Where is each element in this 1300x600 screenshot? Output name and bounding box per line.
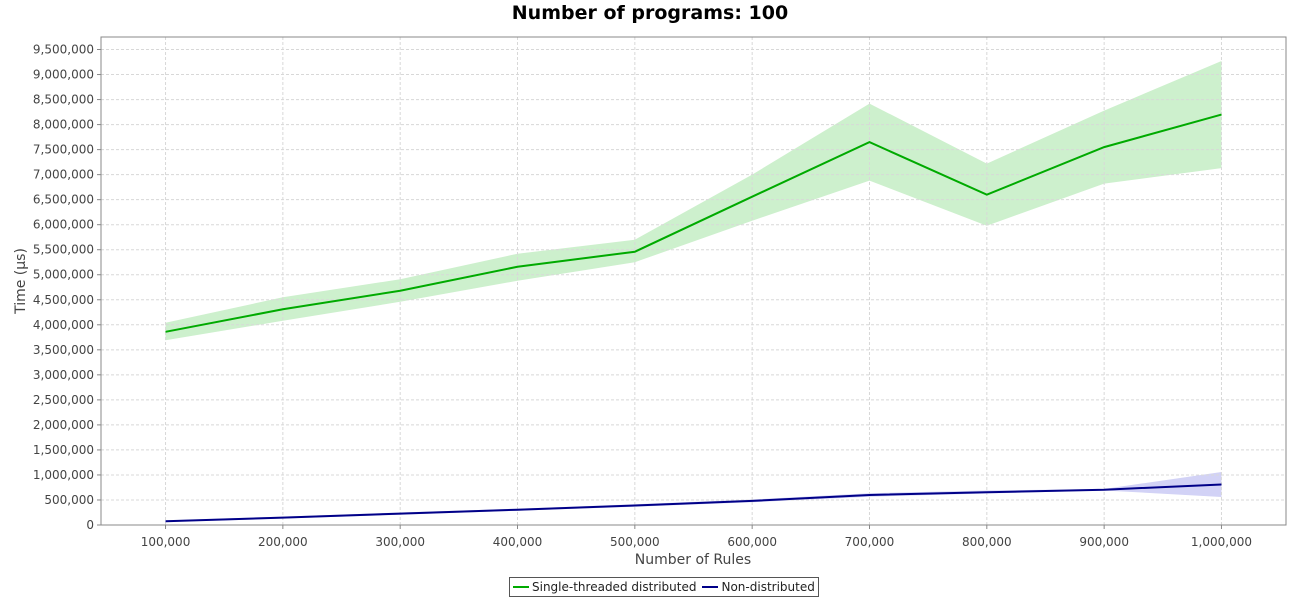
y-tick-label: 2,000,000 <box>33 418 94 432</box>
legend-label-non-distributed: Non-distributed <box>721 580 815 594</box>
x-tick-label: 400,000 <box>493 535 543 549</box>
x-tick-label: 200,000 <box>258 535 308 549</box>
y-tick-label: 8,000,000 <box>33 118 94 132</box>
x-tick-label: 500,000 <box>610 535 660 549</box>
y-tick-label: 2,500,000 <box>33 393 94 407</box>
y-tick-label: 7,500,000 <box>33 143 94 157</box>
y-tick-label: 5,500,000 <box>33 243 94 257</box>
y-tick-label: 7,000,000 <box>33 168 94 182</box>
y-tick-label: 8,500,000 <box>33 93 94 107</box>
lines-layer <box>165 113 1222 523</box>
bands-layer <box>165 61 1222 522</box>
y-tick-label: 6,500,000 <box>33 193 94 207</box>
series-line-1 <box>165 483 1222 523</box>
x-tick-label: 300,000 <box>375 535 425 549</box>
x-tick-label: 100,000 <box>141 535 191 549</box>
y-axis: 0 500,000 1,000,000 1,500,000 2,000,000 2,500… <box>33 43 101 532</box>
legend-item-non-distributed: Non-distributed <box>702 580 815 594</box>
y-tick-label: 4,500,000 <box>33 293 94 307</box>
legend-item-single-threaded: Single-threaded distributed <box>513 580 696 594</box>
y-tick-label: 4,000,000 <box>33 318 94 332</box>
x-tick-label: 800,000 <box>962 535 1012 549</box>
y-tick-label: 5,000,000 <box>33 268 94 282</box>
plot-frame <box>100 36 1287 526</box>
y-tick-label: 1,500,000 <box>33 443 94 457</box>
y-axis-title: Time (µs) <box>13 248 29 315</box>
legend-swatch-non-distributed <box>702 586 719 588</box>
y-tick-label: 3,000,000 <box>33 368 94 382</box>
series-line-0 <box>165 113 1222 333</box>
y-tick-label: 3,500,000 <box>33 343 94 357</box>
grid-layer <box>101 37 1286 526</box>
y-tick-label: 1,000,000 <box>33 468 94 482</box>
x-axis-title: Number of Rules <box>635 552 751 568</box>
legend-swatch-single-threaded <box>513 586 529 588</box>
x-tick-label: 700,000 <box>845 535 895 549</box>
legend: Single-threaded distributed Non-distribu… <box>509 577 819 597</box>
chart-title: Number of programs: 100 <box>511 2 789 24</box>
y-tick-label: 9,000,000 <box>33 68 94 82</box>
x-tick-label: 600,000 <box>727 535 777 549</box>
x-axis: 100,000 200,000 300,000 400,000 500,000 600,0… <box>141 525 1252 549</box>
band-series-0 <box>165 61 1222 341</box>
legend-label-single-threaded: Single-threaded distributed <box>532 580 697 594</box>
y-tick-label: 6,000,000 <box>33 218 94 232</box>
y-tick-label: 500,000 <box>44 493 94 507</box>
y-tick-label: 0 <box>86 518 94 532</box>
y-tick-label: 9,500,000 <box>33 43 94 57</box>
x-tick-label: 1,000,000 <box>1191 535 1252 549</box>
x-tick-label: 900,000 <box>1079 535 1129 549</box>
band-series-1 <box>165 471 1222 522</box>
